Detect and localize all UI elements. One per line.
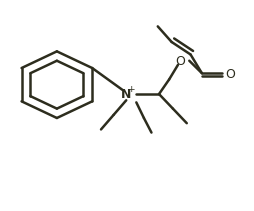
Text: N: N <box>121 88 131 101</box>
Text: O: O <box>175 55 185 68</box>
Text: +: + <box>127 85 135 94</box>
Text: O: O <box>225 68 234 81</box>
